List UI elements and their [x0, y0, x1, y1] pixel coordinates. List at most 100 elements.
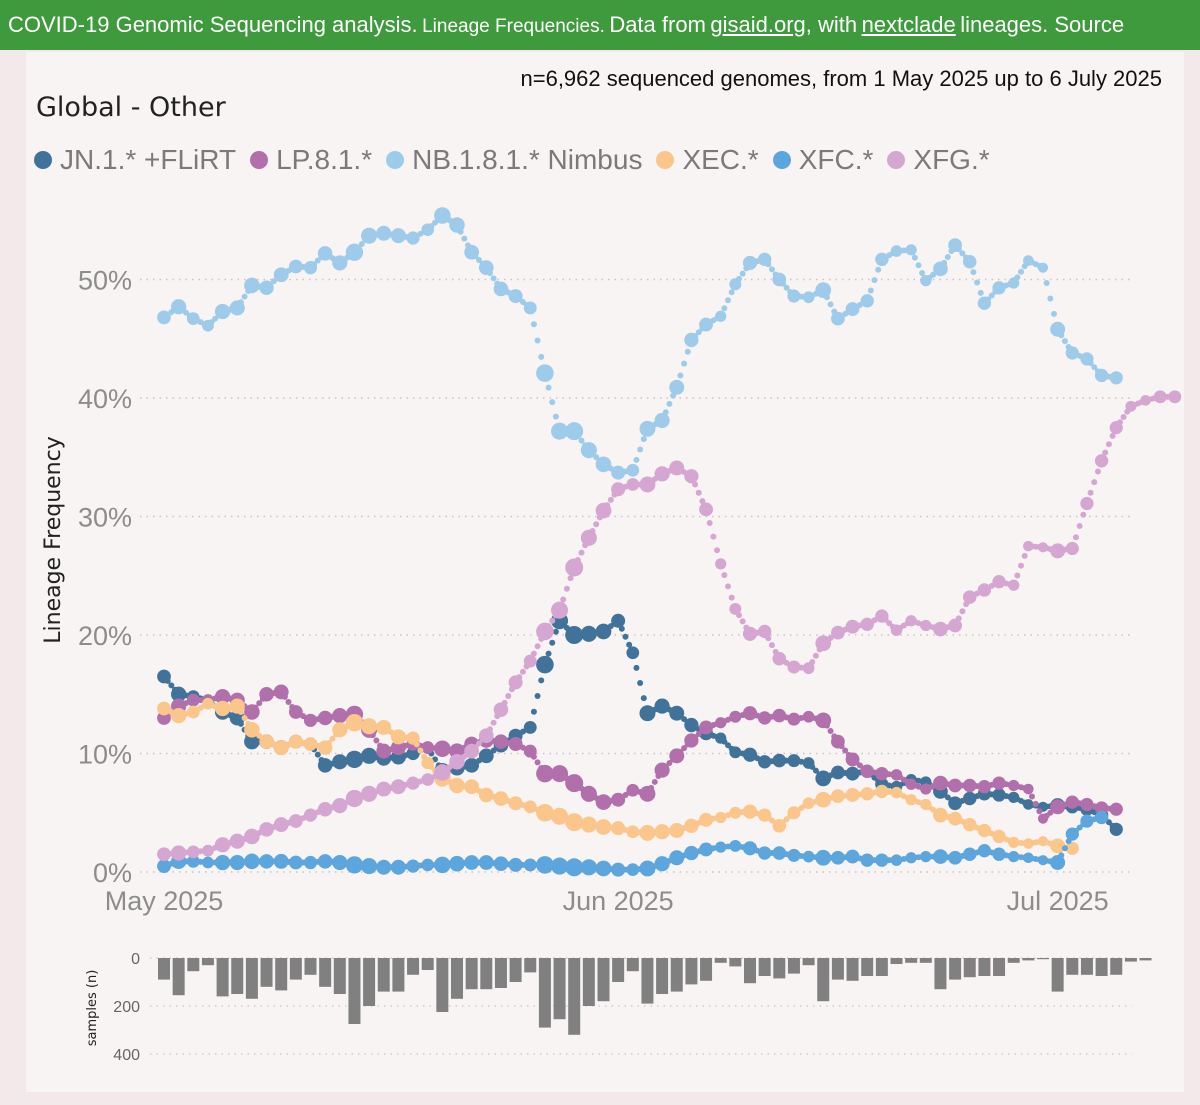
bar-y-tick-label: 200	[113, 999, 140, 1016]
data-point	[303, 855, 318, 870]
nextclade-link[interactable]: nextclade	[861, 12, 956, 37]
data-point	[742, 255, 758, 270]
data-point	[536, 655, 554, 674]
line-dot	[728, 594, 735, 601]
line-dot	[681, 745, 688, 752]
line-dot	[578, 437, 585, 444]
line-dot	[666, 400, 673, 407]
line-dot	[812, 652, 819, 659]
line-dot	[1120, 413, 1127, 420]
gisaid-link[interactable]: gisaid.org	[710, 12, 806, 37]
data-point	[317, 801, 333, 817]
line-dot	[827, 727, 834, 734]
line-dot	[241, 714, 248, 721]
data-point	[963, 817, 977, 832]
data-point	[845, 766, 860, 781]
data-point	[214, 700, 231, 717]
sample-bar	[626, 958, 639, 972]
series-xfc	[157, 810, 1109, 877]
data-point	[1080, 797, 1094, 812]
sample-bar	[919, 958, 932, 963]
data-point	[772, 818, 787, 833]
data-point	[875, 252, 889, 267]
line-dot	[534, 337, 541, 344]
sample-bar	[260, 958, 273, 987]
line-dot	[915, 262, 922, 269]
data-point	[595, 794, 612, 810]
sample-bar	[363, 958, 376, 1006]
legend-item-xec[interactable]: XEC.*	[656, 144, 759, 176]
y-tick-label: 50%	[78, 266, 132, 296]
data-point	[536, 856, 554, 874]
data-point	[787, 712, 801, 726]
data-point	[421, 223, 434, 237]
data-point	[1037, 542, 1049, 553]
line-dot	[710, 533, 717, 540]
data-point	[890, 769, 903, 781]
data-point	[523, 301, 537, 315]
data-point	[845, 849, 860, 864]
legend-item-xfg[interactable]: XFG.*	[887, 144, 990, 176]
sample-bar	[245, 958, 258, 999]
data-point	[626, 863, 640, 876]
data-point	[715, 310, 727, 322]
line-dot	[1091, 364, 1098, 371]
sample-bar	[670, 958, 683, 992]
sample-bar	[348, 958, 361, 1024]
data-point	[639, 860, 656, 877]
series-xec	[157, 697, 1079, 855]
line-dot	[1047, 295, 1054, 302]
line-dot	[919, 269, 926, 276]
line-dot	[1102, 449, 1109, 456]
data-point	[288, 259, 303, 274]
data-point	[787, 754, 801, 768]
legend-item-xfc[interactable]: XFC.*	[772, 144, 873, 176]
data-point	[259, 822, 274, 837]
sample-bar	[392, 958, 405, 992]
data-point	[669, 460, 685, 476]
legend-label: XEC.*	[682, 144, 759, 175]
data-point	[611, 482, 626, 497]
data-point	[229, 854, 245, 871]
sample-bar	[1037, 958, 1049, 960]
sample-bar	[656, 958, 669, 994]
data-point	[361, 747, 378, 764]
data-point	[332, 798, 348, 814]
line-dot	[1032, 800, 1039, 807]
sample-bar	[685, 958, 698, 985]
legend-item-nb-1-8-1-nimbus[interactable]: NB.1.8.1.* Nimbus	[386, 144, 642, 176]
data-point	[449, 217, 465, 233]
data-point	[202, 856, 214, 869]
line-dot	[1091, 479, 1098, 486]
data-point	[699, 502, 714, 517]
series-lp-8-1	[157, 684, 1123, 824]
data-point	[875, 766, 889, 781]
data-point	[171, 707, 187, 724]
data-point	[1008, 791, 1020, 803]
legend-item-lp-8-1[interactable]: LP.8.1.*	[250, 144, 372, 176]
data-point	[595, 819, 612, 835]
data-point	[332, 722, 348, 738]
data-point	[639, 824, 656, 841]
sample-bar	[993, 958, 1006, 976]
data-point	[654, 762, 670, 778]
data-point	[273, 684, 289, 700]
data-point	[639, 705, 656, 722]
sample-bar	[524, 958, 537, 973]
data-point	[1008, 779, 1020, 792]
data-point	[699, 812, 714, 827]
data-point	[244, 722, 260, 738]
legend-item-jn-1-flirt[interactable]: JN.1.* +FLiRT	[34, 144, 236, 176]
sample-bar	[172, 958, 185, 996]
data-point	[1008, 579, 1020, 591]
data-point	[288, 814, 303, 828]
data-point	[948, 796, 962, 811]
data-point	[684, 818, 699, 833]
data-point	[831, 765, 845, 780]
data-point	[772, 272, 787, 287]
data-point	[831, 311, 845, 326]
data-point	[860, 764, 874, 778]
data-point	[449, 754, 465, 770]
line-dot	[699, 498, 706, 505]
